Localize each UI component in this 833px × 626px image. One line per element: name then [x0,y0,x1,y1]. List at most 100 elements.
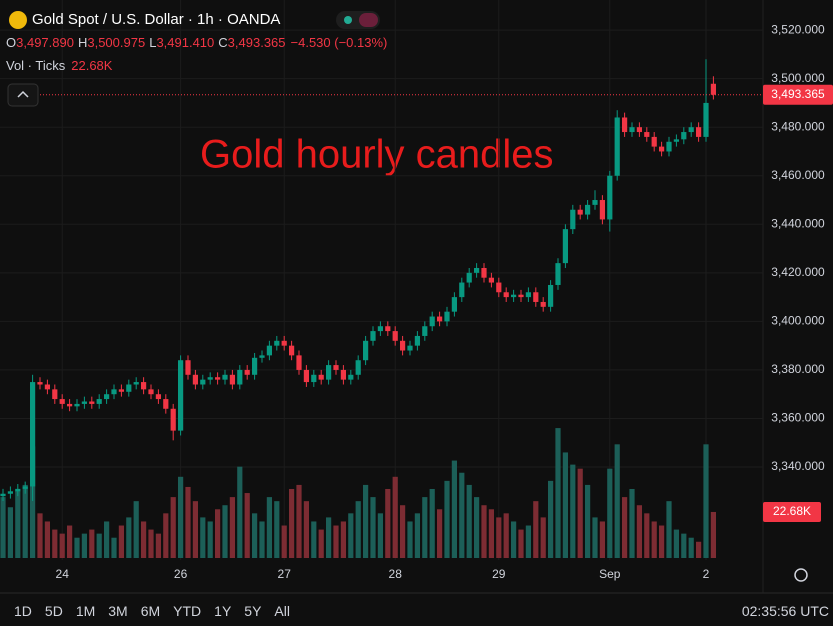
volume-bar [74,537,80,558]
candle-body [622,117,628,133]
range-button[interactable]: 5D [44,603,63,619]
volume-bar [274,501,280,558]
candle-body [444,311,450,322]
volume-bar [348,513,354,558]
range-button[interactable]: 1M [75,603,96,619]
y-tick-label: 3,380.000 [771,362,825,376]
volume-bar [59,533,65,558]
volume-bar [15,491,21,558]
volume-box [763,501,821,522]
volume-bar [511,521,517,558]
volume-bar [673,529,679,558]
y-tick-label: 3,500.000 [771,71,825,85]
low-value: 3,491.410 [156,35,215,50]
close-key: C [218,35,228,50]
volume-bar [607,468,613,558]
volume-bar [444,480,450,558]
grid [0,0,763,560]
candle-body [185,360,191,375]
volume-bar [503,513,509,558]
volume-bar [548,480,554,558]
volume-bar [585,484,591,558]
volume-bar [636,505,642,558]
range-button[interactable]: 6M [140,603,161,619]
candle-body [481,267,487,278]
volume-bar [496,517,502,558]
last-price-box [763,84,833,105]
candle-body [59,399,65,404]
y-tick-label: 3,360.000 [771,411,825,425]
volume-bar [303,501,309,558]
low-key: L [149,35,157,50]
volume-bar [414,513,420,558]
settings-icon[interactable] [794,568,808,582]
volume-bar [185,486,191,558]
candle-body [81,401,87,404]
candle-body [215,377,221,380]
volume-bar [570,464,576,558]
candle-body [377,326,383,332]
volume-bar [318,529,324,558]
volume-bar [688,537,694,558]
range-button[interactable]: 1Y [214,603,232,619]
volume-bar [30,446,36,558]
volume-bar [229,497,235,558]
range-button[interactable]: 1D [14,603,32,619]
candle-body [333,365,339,370]
candle-body [96,399,102,404]
candle-body [370,331,376,341]
y-tick-label: 3,520.000 [771,22,825,36]
collapse-button[interactable] [7,83,39,107]
volume-bar [340,521,346,558]
volume-bar [355,501,361,558]
candle-body [466,272,472,283]
candle-body [437,316,443,322]
range-button[interactable]: 3M [108,603,128,619]
candle-body [133,382,139,385]
candle-body [296,355,302,370]
candle-body [407,345,413,351]
candle-body [525,292,531,298]
volume-bar [666,501,672,558]
candle-body [15,488,21,492]
volume-bar [481,505,487,558]
candle-body [192,374,198,385]
volume-bar [192,501,198,558]
volume-bar [562,452,568,558]
candle-body [474,267,480,273]
candle-body [607,175,613,220]
volume-bar [703,444,709,558]
open-key: O [6,35,17,50]
last-price-label: 3,493.365 [771,87,825,101]
candle-body [303,369,309,383]
range-button[interactable]: All [274,603,290,619]
candle-body [141,382,147,390]
y-tick-label: 3,420.000 [771,265,825,279]
volume-bar [178,476,184,558]
candle-body [636,127,642,133]
volume-bar [385,488,391,558]
x-tick-label: Sep [599,567,621,581]
candle-body [281,340,287,346]
candle-body [44,384,50,390]
volume-bar [96,533,102,558]
candle-body [451,297,457,312]
candle-body [229,374,235,385]
status-flag [359,13,378,27]
volume-bar [392,476,398,558]
candle-body [659,146,665,152]
range-button[interactable]: YTD [173,603,202,619]
volume-bar [474,497,480,558]
volume-bar [215,509,221,558]
volume-axis-label: 22.68K [773,504,811,518]
candle-body [385,326,391,332]
volume-bar [326,517,332,558]
volume-bar [266,497,272,558]
candle-body [259,355,265,358]
candle-body [0,493,6,497]
candle-body [644,132,650,137]
candle-body [703,102,709,137]
volume-bar [710,511,716,558]
range-button[interactable]: 5Y [244,603,262,619]
candle-body [666,141,672,152]
